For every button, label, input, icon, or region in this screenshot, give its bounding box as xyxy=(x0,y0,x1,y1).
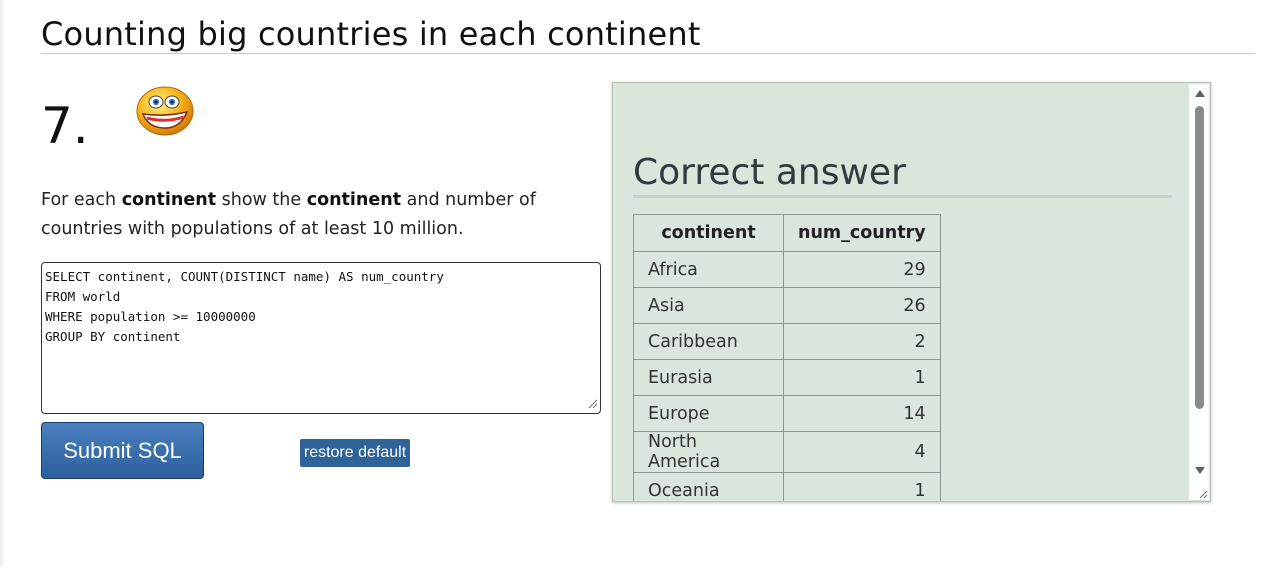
table-header-row: continent num_country xyxy=(633,214,941,252)
table-cell: 4 xyxy=(783,431,941,473)
table-row: Africa 29 xyxy=(633,251,941,288)
table-row: Eurasia 1 xyxy=(633,359,941,396)
table-cell: 2 xyxy=(783,323,941,360)
table-row: North America 4 xyxy=(633,431,941,473)
column-header: num_country xyxy=(783,214,941,252)
table-row: Asia 26 xyxy=(633,287,941,324)
question-text-part: show the xyxy=(216,190,307,210)
table-cell: Eurasia xyxy=(633,359,784,396)
column-header: continent xyxy=(633,214,784,252)
page-left-edge xyxy=(0,0,3,567)
table-cell: Asia xyxy=(633,287,784,324)
table-cell: 14 xyxy=(783,395,941,432)
table-cell: North America xyxy=(633,431,784,473)
restore-default-button[interactable]: restore default xyxy=(300,439,410,467)
resize-grip-icon[interactable] xyxy=(1198,489,1208,499)
question-text: For each continent show the continent an… xyxy=(41,186,611,244)
question-text-part: and number of countries with populations… xyxy=(41,190,536,239)
resize-grip-icon[interactable] xyxy=(586,397,598,409)
table-row: Europe 14 xyxy=(633,395,941,432)
table-cell: Oceania xyxy=(633,472,784,501)
table-cell: 29 xyxy=(783,251,941,288)
table-cell: 1 xyxy=(783,359,941,396)
table-row: Caribbean 2 xyxy=(633,323,941,360)
scrollbar-thumb[interactable] xyxy=(1195,106,1204,409)
section-title: Counting big countries in each continent xyxy=(41,14,1255,54)
smiley-face-icon xyxy=(136,86,194,136)
submit-sql-button[interactable]: Submit SQL xyxy=(41,422,204,479)
table-cell: 26 xyxy=(783,287,941,324)
question-text-part: For each xyxy=(41,190,122,210)
scroll-down-arrow-icon[interactable] xyxy=(1194,466,1206,476)
question-keyword: continent xyxy=(121,190,217,210)
table-cell: Europe xyxy=(633,395,784,432)
answer-heading: Correct answer xyxy=(633,151,1172,198)
table-cell: Africa xyxy=(633,251,784,288)
question-keyword: continent xyxy=(306,190,402,210)
question-number: 7. xyxy=(41,97,89,155)
table-row: Oceania 1 xyxy=(633,472,941,501)
sql-editor[interactable]: SELECT continent, COUNT(DISTINCT name) A… xyxy=(41,262,601,414)
scroll-up-arrow-icon[interactable] xyxy=(1194,88,1206,98)
table-cell: 1 xyxy=(783,472,941,501)
result-table: continent num_country Africa 29 Asia 26 Ca… xyxy=(633,214,941,501)
table-cell: Caribbean xyxy=(633,323,784,360)
answer-panel: Correct answer continent num_country Afr… xyxy=(612,82,1211,502)
